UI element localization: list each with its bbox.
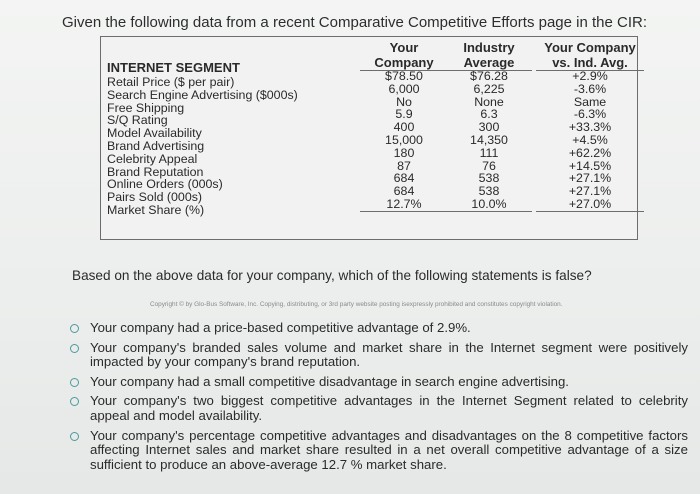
radio-button[interactable] <box>70 377 79 387</box>
industry-header: Industry Average <box>446 40 532 71</box>
company-value: 87 <box>397 158 411 173</box>
radio-button[interactable] <box>70 343 79 353</box>
industry-value: 10.0% <box>446 198 532 212</box>
vs-header-line1: Your Company <box>544 40 636 55</box>
company-value: $78.50 <box>385 69 423 83</box>
company-header-line1: Your <box>389 40 419 55</box>
radio-button[interactable] <box>70 397 79 407</box>
industry-value: 300 <box>478 120 500 135</box>
industry-value: 538 <box>478 184 500 199</box>
company-value: 15,000 <box>385 132 423 147</box>
vs-header: Your Company vs. Ind. Avg. <box>536 40 644 71</box>
company-value: 400 <box>393 120 415 135</box>
label-column: INTERNET SEGMENT Retail Price ($ per pai… <box>107 37 298 217</box>
answer-option[interactable]: Your company's percentage competitive ad… <box>70 427 688 473</box>
company-value: 684 <box>393 184 415 199</box>
intro-text: Given the following data from a recent C… <box>62 14 648 31</box>
industry-value: $76.28 <box>470 69 508 83</box>
company-value: 12.7% <box>360 198 448 212</box>
vs-value: -6.3% <box>573 107 607 122</box>
answer-option[interactable]: Your company's two biggest competitive a… <box>70 394 688 423</box>
competitive-efforts-table: INTERNET SEGMENT Retail Price ($ per pai… <box>100 36 644 240</box>
table-row-label: Brand Advertising <box>107 138 205 153</box>
company-header: Your Company <box>360 40 448 71</box>
answer-option[interactable]: Your company had a small competitive dis… <box>70 373 688 390</box>
company-value: 6,000 <box>388 81 420 96</box>
table-row-label: Online Orders (000s) <box>107 177 223 192</box>
segment-header: INTERNET SEGMENT <box>107 60 240 75</box>
vs-column: Your Company vs. Ind. Avg. +2.9% -3.6% Sam… <box>536 37 644 212</box>
table-row-label: Search Engine Advertising ($000s) <box>107 87 298 102</box>
answer-option-text: Your company's percentage competitive ad… <box>90 427 688 472</box>
answer-option[interactable]: Your company's branded sales volume and … <box>70 339 688 370</box>
company-value: 684 <box>393 171 415 186</box>
company-value: 180 <box>393 145 415 160</box>
industry-value: 538 <box>478 171 500 186</box>
vs-value: Same <box>573 94 607 109</box>
answer-option[interactable]: Your company had a price-based competiti… <box>70 320 688 336</box>
table-row-label: Celebrity Appeal <box>107 151 198 166</box>
industry-value: 6,225 <box>473 81 505 96</box>
answer-option-text: Your company's two biggest competitive a… <box>90 393 688 423</box>
table-row-label: Market Share (%) <box>107 202 205 217</box>
company-values: $78.50 6,000 No 5.9 400 15,000 180 87 684 684 12.7… <box>360 70 448 212</box>
industry-value: 6.3 <box>480 107 498 122</box>
vs-value: +27.0% <box>536 198 644 212</box>
industry-value: 111 <box>479 145 499 160</box>
radio-button[interactable] <box>70 431 79 441</box>
vs-value: +27.1% <box>568 171 612 186</box>
vs-value: +62.2% <box>568 145 612 160</box>
industry-value: None <box>474 94 504 109</box>
industry-value: 14,350 <box>470 132 508 147</box>
vs-value: +33.3% <box>568 120 612 135</box>
vs-value: -3.6% <box>573 81 607 96</box>
company-header-line2: Company <box>360 55 448 71</box>
vs-value: +4.5% <box>572 132 608 147</box>
answer-option-text: Your company had a small competitive dis… <box>90 373 569 389</box>
company-column: Your Company $78.50 6,000 No 5.9 400 15,000 18… <box>360 37 448 212</box>
industry-header-line1: Industry <box>463 40 515 55</box>
table-row-label: S/Q Rating <box>107 113 168 128</box>
vs-value: +14.5% <box>568 158 612 173</box>
company-value: 5.9 <box>395 107 413 122</box>
row-labels: Retail Price ($ per pair) Search Engine A… <box>107 76 298 217</box>
answer-option-text: Your company's branded sales volume and … <box>90 339 688 370</box>
table-row-label: Free Shipping <box>107 100 185 115</box>
table-row-label: Brand Reputation <box>107 164 204 179</box>
industry-values: $76.28 6,225 None 6.3 300 14,350 111 76 538 538 10… <box>446 70 532 212</box>
answer-options: Your company had a price-based competiti… <box>70 320 688 477</box>
copyright-notice: Copyright © by Glo-Bus Software, Inc. Co… <box>150 301 563 308</box>
industry-column: Industry Average $76.28 6,225 None 6.3 300 14… <box>446 37 532 212</box>
industry-header-line2: Average <box>446 55 532 71</box>
question-text: Based on the above data for your company… <box>72 268 592 283</box>
vs-value: +2.9% <box>572 69 608 83</box>
company-value: No <box>396 94 412 109</box>
table-row-label: Model Availability <box>107 126 202 141</box>
answer-option-text: Your company had a price-based competiti… <box>90 320 471 335</box>
radio-button[interactable] <box>70 324 79 333</box>
vs-values: +2.9% -3.6% Same -6.3% +33.3% +4.5% +62.2% +14.… <box>536 70 644 212</box>
vs-value: +27.1% <box>568 184 612 199</box>
table-row-label: Pairs Sold (000s) <box>107 190 203 205</box>
table-row-label: Retail Price ($ per pair) <box>107 75 235 89</box>
vs-header-line2: vs. Ind. Avg. <box>536 55 644 71</box>
industry-value: 76 <box>482 158 496 173</box>
